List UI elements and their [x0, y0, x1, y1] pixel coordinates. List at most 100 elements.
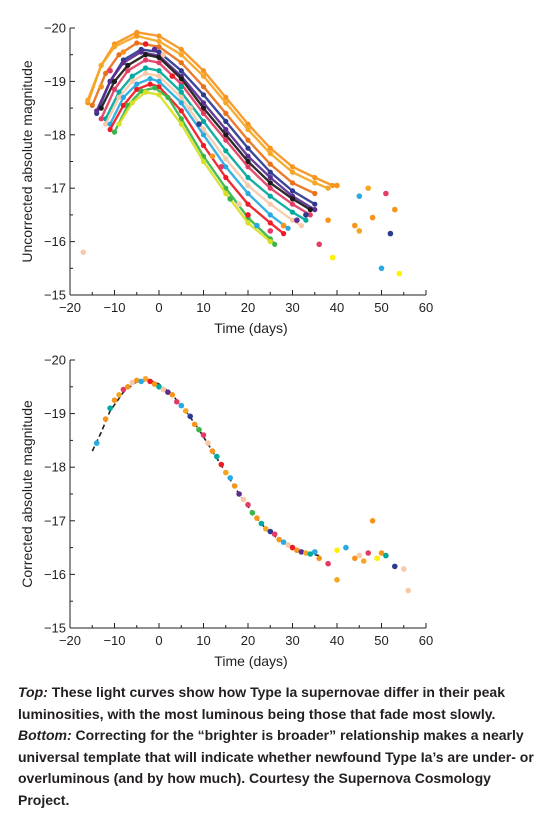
- figure: −20−19−18−17−16−15−20 −10 0 10 20 30 40 50 60Tim…: [19, 21, 433, 670]
- data-point: [365, 550, 372, 556]
- series-point: [245, 220, 251, 226]
- series-point: [143, 57, 149, 63]
- series-point: [111, 86, 118, 92]
- data-point: [356, 552, 363, 559]
- series-point: [267, 169, 273, 175]
- series-point: [289, 164, 296, 170]
- series-point: [267, 193, 273, 199]
- series-point: [245, 182, 251, 189]
- figure-caption: Top: These light curves show how Type Ia…: [18, 682, 538, 811]
- series-point: [143, 89, 149, 95]
- x-tick-label: 60: [419, 300, 433, 315]
- x-tick-label: 60: [419, 633, 433, 648]
- series-point: [267, 161, 273, 167]
- y-tick-label: −18: [44, 127, 66, 142]
- y-tick-label: −16: [44, 234, 66, 249]
- data-point: [369, 518, 376, 524]
- data-point: [378, 265, 385, 272]
- series-point: [285, 225, 291, 231]
- series-point: [281, 231, 287, 237]
- caption-bottom-label: Bottom:: [18, 727, 72, 743]
- data-point: [374, 555, 380, 562]
- data-point: [334, 547, 340, 554]
- data-point: [365, 185, 372, 191]
- data-point: [271, 531, 278, 537]
- data-point: [392, 563, 398, 570]
- series-point: [156, 33, 162, 39]
- series-point: [111, 129, 118, 135]
- data-point: [360, 558, 367, 564]
- data-point: [387, 230, 394, 237]
- series-point: [289, 196, 296, 202]
- series-point: [178, 76, 184, 82]
- data-point: [187, 413, 193, 420]
- data-point: [316, 555, 323, 562]
- y-tick-label: −19: [44, 74, 66, 89]
- data-point: [165, 389, 171, 396]
- data-point: [383, 190, 389, 197]
- data-point: [369, 214, 376, 221]
- x-tick-label: −20: [59, 300, 81, 315]
- data-point: [325, 560, 331, 567]
- series-point: [267, 180, 273, 186]
- data-point: [227, 196, 233, 202]
- data-point: [160, 51, 167, 58]
- data-point: [280, 539, 287, 545]
- series-point: [178, 68, 184, 74]
- data-point: [307, 551, 314, 557]
- series-point: [156, 92, 162, 98]
- data-point: [280, 222, 287, 229]
- data-point: [352, 555, 358, 562]
- data-point: [151, 46, 158, 53]
- series-curve-9: [104, 72, 303, 227]
- series-point: [178, 52, 184, 58]
- series-point: [200, 73, 207, 79]
- series-point: [223, 94, 229, 100]
- series-point: [245, 190, 251, 197]
- series-point: [129, 100, 135, 106]
- series-point: [138, 49, 144, 55]
- series-curve-6: [100, 53, 312, 211]
- series-point: [111, 44, 118, 50]
- x-tick-label: 40: [330, 633, 344, 648]
- x-tick-label: 30: [285, 300, 299, 315]
- series-point: [116, 94, 122, 100]
- data-point: [156, 384, 162, 390]
- series-curve-3: [91, 41, 316, 195]
- data-point: [303, 550, 309, 556]
- data-point: [231, 483, 238, 489]
- series-point: [312, 207, 318, 213]
- data-point: [182, 408, 189, 414]
- data-point: [98, 83, 104, 90]
- data-point: [285, 542, 291, 548]
- series-point: [85, 97, 91, 103]
- data-point: [120, 49, 127, 55]
- series-point: [156, 60, 162, 66]
- series-point: [200, 142, 207, 149]
- series-point: [107, 126, 113, 133]
- series-point: [289, 201, 296, 207]
- series-point: [147, 81, 153, 87]
- data-point: [205, 440, 211, 446]
- series-point: [156, 78, 162, 84]
- series-point: [267, 220, 273, 226]
- series-point: [223, 156, 229, 162]
- data-point: [142, 41, 149, 47]
- series-point: [267, 239, 273, 245]
- data-point: [196, 121, 202, 127]
- data-point: [329, 254, 336, 261]
- data-point: [236, 491, 242, 497]
- series-point: [156, 44, 162, 50]
- series-point: [143, 65, 149, 71]
- series-point: [98, 116, 104, 122]
- x-tick-label: 10: [196, 300, 210, 315]
- series-point: [267, 174, 273, 181]
- series-point: [165, 94, 171, 100]
- series-point: [200, 105, 207, 111]
- data-point: [218, 461, 225, 468]
- data-point: [147, 378, 153, 385]
- data-point: [289, 544, 296, 551]
- series-point: [289, 169, 296, 175]
- series-point: [156, 54, 162, 61]
- series-point: [200, 132, 207, 138]
